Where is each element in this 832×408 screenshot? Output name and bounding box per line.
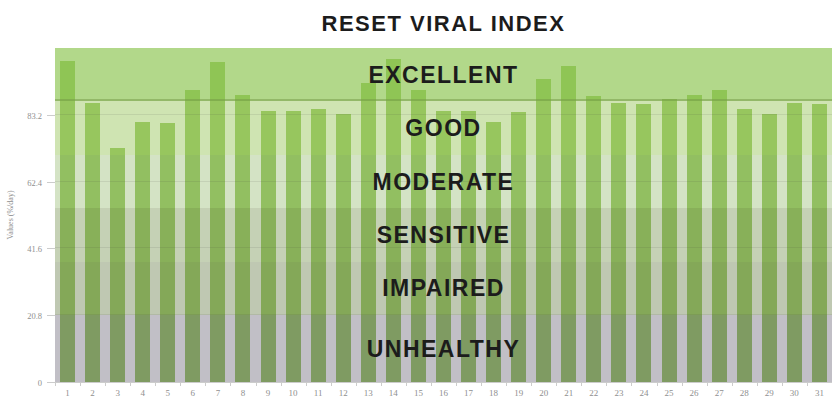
x-tick-label-2: 2 [80, 388, 105, 398]
x-tick-mark [56, 382, 81, 386]
x-tick-mark [532, 382, 557, 386]
band-label-sensitive: SENSITIVE [55, 222, 832, 249]
x-tick-mark [257, 382, 282, 386]
x-tick-mark [231, 382, 256, 386]
y-tick-mark [47, 115, 55, 116]
x-axis-ticks [55, 382, 832, 386]
x-tick-label-26: 26 [682, 388, 707, 398]
x-tick-label-30: 30 [782, 388, 807, 398]
x-tick-mark [482, 382, 507, 386]
x-tick-mark [282, 382, 307, 386]
y-tick-label-0: 0 [0, 378, 42, 388]
x-tick-label-31: 31 [807, 388, 832, 398]
band-label-impaired: IMPAIRED [55, 275, 832, 302]
band-label-excellent: EXCELLENT [55, 61, 832, 88]
y-tick-mark [47, 315, 55, 316]
x-tick-label-13: 13 [356, 388, 381, 398]
x-tick-mark [582, 382, 607, 386]
x-tick-label-7: 7 [205, 388, 230, 398]
x-tick-label-27: 27 [707, 388, 732, 398]
x-tick-label-18: 18 [481, 388, 506, 398]
x-tick-mark [106, 382, 131, 386]
x-tick-label-1: 1 [55, 388, 80, 398]
y-tick-label-41.6: 41.6 [0, 244, 42, 254]
y-tick-label-83.2: 83.2 [0, 111, 42, 121]
x-tick-mark [632, 382, 657, 386]
x-tick-mark [507, 382, 532, 386]
x-tick-mark [758, 382, 783, 386]
y-tick-label-62.4: 62.4 [0, 178, 42, 188]
x-tick-mark [557, 382, 582, 386]
x-tick-mark [332, 382, 357, 386]
x-tick-label-8: 8 [230, 388, 255, 398]
x-tick-label-12: 12 [331, 388, 356, 398]
x-tick-label-24: 24 [631, 388, 656, 398]
x-tick-label-17: 17 [456, 388, 481, 398]
y-tick-label-20.8: 20.8 [0, 311, 42, 321]
x-tick-mark [307, 382, 332, 386]
x-tick-label-23: 23 [606, 388, 631, 398]
x-tick-mark [607, 382, 632, 386]
x-tick-label-5: 5 [155, 388, 180, 398]
x-tick-mark [181, 382, 206, 386]
x-tick-mark [733, 382, 758, 386]
x-tick-mark [432, 382, 457, 386]
y-tick-mark [47, 382, 55, 383]
chart-title: RESET VIRAL INDEX [55, 11, 832, 37]
band-label-unhealthy: UNHEALTHY [55, 335, 832, 362]
x-tick-mark [808, 382, 832, 386]
x-tick-label-14: 14 [381, 388, 406, 398]
x-tick-label-10: 10 [281, 388, 306, 398]
x-tick-label-4: 4 [130, 388, 155, 398]
x-tick-label-25: 25 [657, 388, 682, 398]
x-tick-label-21: 21 [556, 388, 581, 398]
y-tick-mark [47, 248, 55, 249]
x-axis-labels: 1234567891011121314151617181920212223242… [55, 388, 832, 398]
band-labels-layer: EXCELLENT GOOD MODERATE SENSITIVE IMPAIRED UN… [55, 48, 832, 382]
x-tick-label-9: 9 [256, 388, 281, 398]
viral-index-chart: RESET VIRAL INDEX Values (%/day) EXCELLE… [0, 0, 832, 408]
x-tick-mark [783, 382, 808, 386]
band-label-good: GOOD [55, 115, 832, 142]
x-tick-label-11: 11 [306, 388, 331, 398]
x-tick-label-20: 20 [531, 388, 556, 398]
x-tick-mark [131, 382, 156, 386]
x-tick-label-19: 19 [506, 388, 531, 398]
x-tick-mark [156, 382, 181, 386]
x-tick-label-16: 16 [431, 388, 456, 398]
y-axis-title: Values (%/day) [6, 190, 15, 239]
x-tick-label-28: 28 [732, 388, 757, 398]
x-tick-label-29: 29 [757, 388, 782, 398]
band-label-moderate: MODERATE [55, 168, 832, 195]
x-tick-mark [658, 382, 683, 386]
x-tick-label-15: 15 [406, 388, 431, 398]
x-tick-mark [206, 382, 231, 386]
x-tick-mark [81, 382, 106, 386]
x-tick-mark [708, 382, 733, 386]
x-tick-mark [382, 382, 407, 386]
x-tick-label-22: 22 [581, 388, 606, 398]
x-tick-label-3: 3 [105, 388, 130, 398]
x-tick-mark [357, 382, 382, 386]
x-tick-mark [457, 382, 482, 386]
x-tick-label-6: 6 [180, 388, 205, 398]
x-tick-mark [407, 382, 432, 386]
plot-area: EXCELLENT GOOD MODERATE SENSITIVE IMPAIRED UN… [55, 48, 832, 382]
x-tick-mark [683, 382, 708, 386]
y-tick-mark [47, 182, 55, 183]
